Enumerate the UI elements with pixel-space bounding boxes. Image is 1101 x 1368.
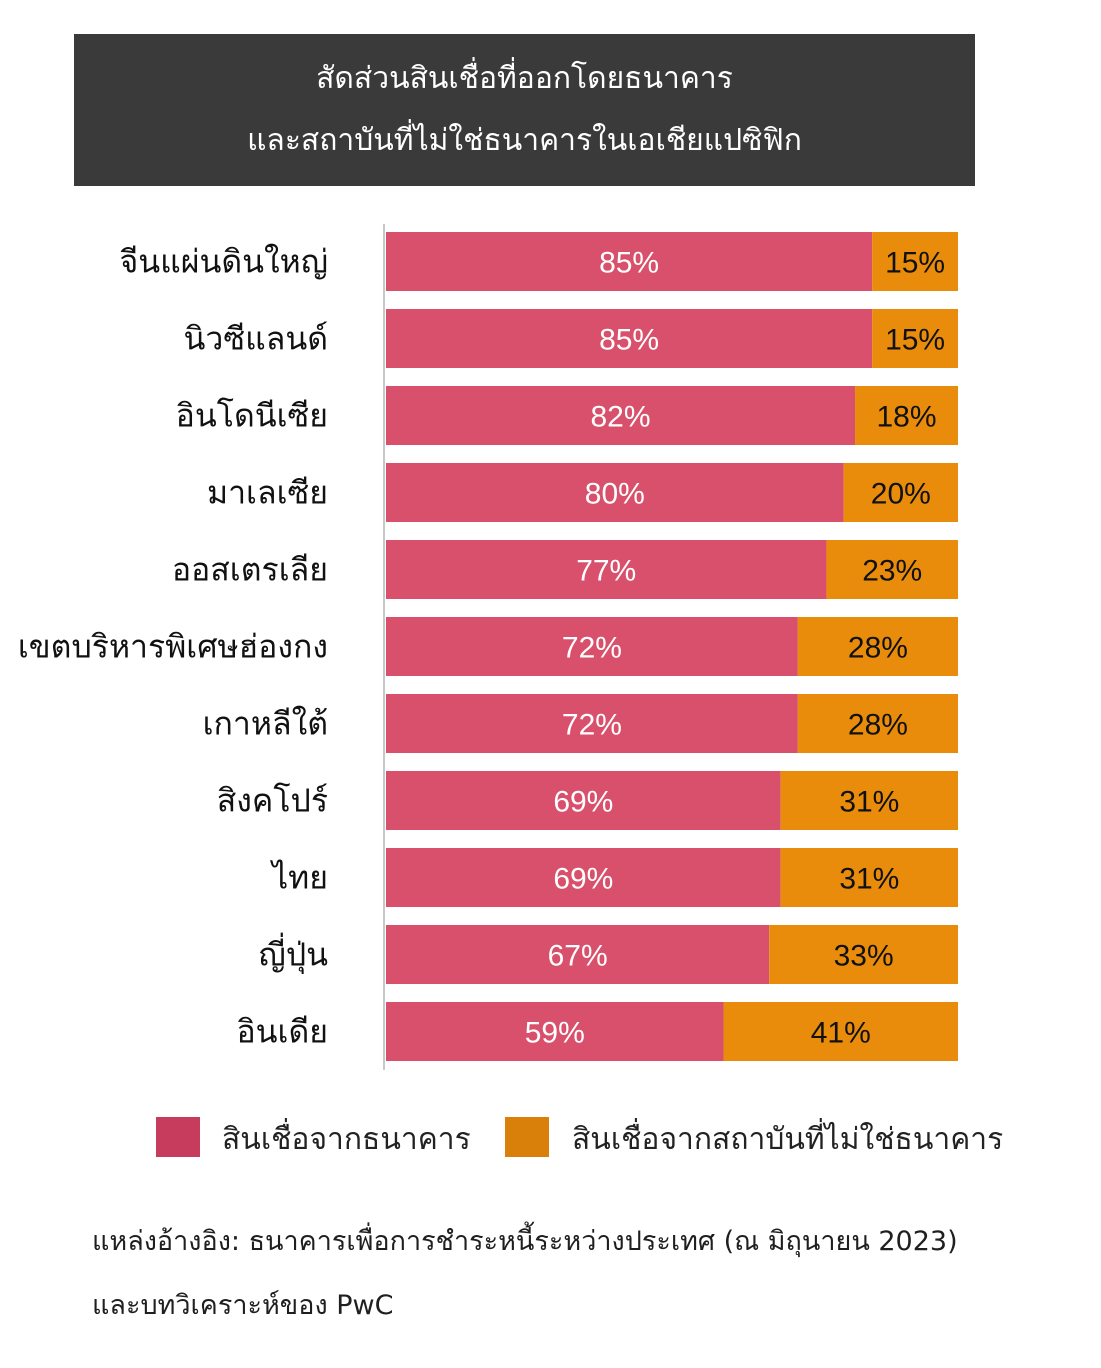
category-label: ญี่ปุ่น	[259, 933, 329, 975]
bar-bank	[386, 925, 770, 984]
category-label: สิงคโปร์	[217, 782, 328, 820]
bar-bank	[386, 386, 856, 445]
data-label-nonbank: 23%	[862, 555, 922, 588]
data-label-nonbank: 28%	[848, 709, 908, 742]
category-label: มาเลเซีย	[207, 474, 328, 512]
chart-title-line-1: สัดส่วนสินเชื่อที่ออกโดยธนาคาร	[316, 61, 733, 96]
bar-nonbank	[826, 540, 958, 599]
legend-label-bank: สินเชื่อจากธนาคาร	[222, 1122, 471, 1157]
bar-nonbank	[780, 848, 958, 907]
category-label: อินโดนีเซีย	[176, 397, 328, 435]
data-label-bank: 77%	[576, 555, 636, 588]
data-label-nonbank: 15%	[885, 324, 945, 357]
source-line-1: แหล่งอ้างอิง: ธนาคารเพื่อการชำระหนี้ระหว…	[92, 1226, 958, 1257]
bar-bank	[386, 694, 798, 753]
bar-nonbank	[797, 694, 958, 753]
data-label-bank: 85%	[599, 324, 659, 357]
legend-swatch-bank	[156, 1117, 200, 1157]
data-label-nonbank: 33%	[834, 940, 894, 973]
chart-title-line-2: และสถาบันที่ไม่ใช่ธนาคารในเอเชียแปซิฟิก	[247, 123, 802, 158]
data-label-bank: 67%	[548, 940, 608, 973]
bar-bank	[386, 309, 873, 368]
stacked-bar-chart: จีนแผ่นดินใหญ่ 85% 15% นิวซีแลนด์ 85% 15% อินโ…	[18, 224, 958, 1070]
data-label-nonbank: 28%	[848, 632, 908, 665]
data-label-nonbank: 20%	[871, 478, 931, 511]
data-label-bank: 69%	[553, 786, 613, 819]
category-label: ออสเตรเลีย	[172, 551, 328, 589]
bar-nonbank	[769, 925, 958, 984]
bar-bank	[386, 540, 827, 599]
chart-title-box: สัดส่วนสินเชื่อที่ออกโดยธนาคาร และสถาบัน…	[74, 34, 975, 186]
category-label: อินเดีย	[236, 1013, 328, 1051]
data-label-bank: 85%	[599, 247, 659, 280]
data-label-bank: 72%	[562, 632, 622, 665]
bar-nonbank	[872, 309, 958, 368]
data-label-nonbank: 15%	[885, 247, 945, 280]
data-label-bank: 82%	[590, 401, 650, 434]
bar-bank	[386, 232, 873, 291]
data-label-bank: 69%	[553, 863, 613, 896]
bar-nonbank	[780, 771, 958, 830]
category-label: จีนแผ่นดินใหญ่	[119, 243, 328, 281]
legend-swatch-nonbank	[505, 1117, 549, 1157]
category-label: ไทย	[269, 859, 328, 897]
bar-bank	[386, 1002, 724, 1061]
category-label: เขตบริหารพิเศษฮ่องกง	[18, 628, 328, 666]
data-label-nonbank: 41%	[811, 1017, 871, 1050]
bar-nonbank	[843, 463, 958, 522]
data-label-bank: 72%	[562, 709, 622, 742]
category-label: เกาหลีใต้	[203, 705, 328, 743]
data-label-bank: 59%	[525, 1017, 585, 1050]
bar-bank	[386, 463, 844, 522]
data-label-nonbank: 18%	[876, 401, 936, 434]
category-label: นิวซีแลนด์	[184, 320, 328, 358]
bar-bank	[386, 617, 798, 676]
data-label-nonbank: 31%	[839, 863, 899, 896]
bar-bank	[386, 771, 781, 830]
bar-nonbank	[855, 386, 958, 445]
data-label-nonbank: 31%	[839, 786, 899, 819]
bar-nonbank	[872, 232, 958, 291]
data-label-bank: 80%	[585, 478, 645, 511]
bar-bank	[386, 848, 781, 907]
bar-nonbank	[723, 1002, 958, 1061]
bar-nonbank	[797, 617, 958, 676]
source-line-2: และบทวิเคราะห์ของ PwC	[92, 1290, 394, 1321]
legend-label-nonbank: สินเชื่อจากสถาบันที่ไม่ใช่ธนาคาร	[572, 1122, 1004, 1157]
